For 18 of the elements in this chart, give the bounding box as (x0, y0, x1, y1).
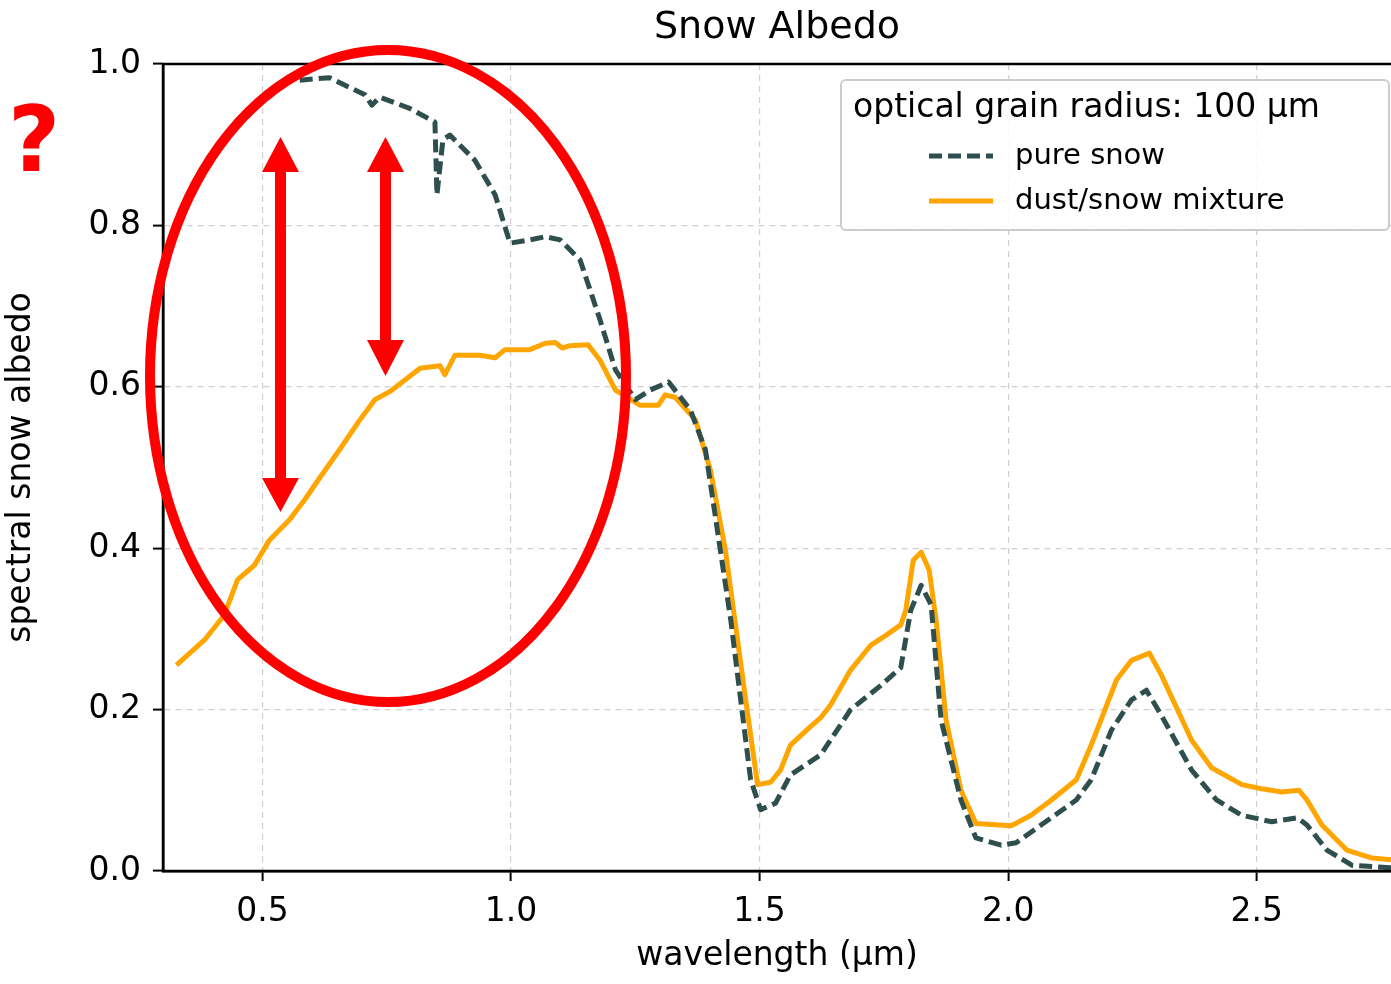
y-tick-label: 0.2 (88, 687, 141, 727)
legend-label: pure snow (1015, 136, 1166, 171)
text: ? (8, 87, 61, 192)
y-tick-label: 0.0 (88, 848, 141, 888)
y-tick-label: 0.8 (88, 202, 141, 242)
x-tick-label: 1.0 (484, 890, 538, 930)
x-tick-label: 2.0 (981, 890, 1035, 930)
x-tick-label: 0.5 (236, 890, 289, 930)
y-tick-label: 0.6 (88, 364, 141, 404)
y-tick-label: 1.0 (88, 41, 141, 81)
legend-title: optical grain radius: 100 µm (853, 85, 1320, 125)
y-tick-label: 0.4 (88, 525, 141, 565)
chart-title: Snow Albedo (653, 2, 901, 47)
y-axis-title: spectral snow albedo (0, 292, 39, 643)
x-tick-label: 2.5 (1230, 890, 1284, 930)
x-axis-title: wavelength (µm) (636, 933, 918, 973)
x-tick-label: 1.5 (733, 890, 786, 930)
legend-label: dust/snow mixture (1015, 181, 1285, 216)
